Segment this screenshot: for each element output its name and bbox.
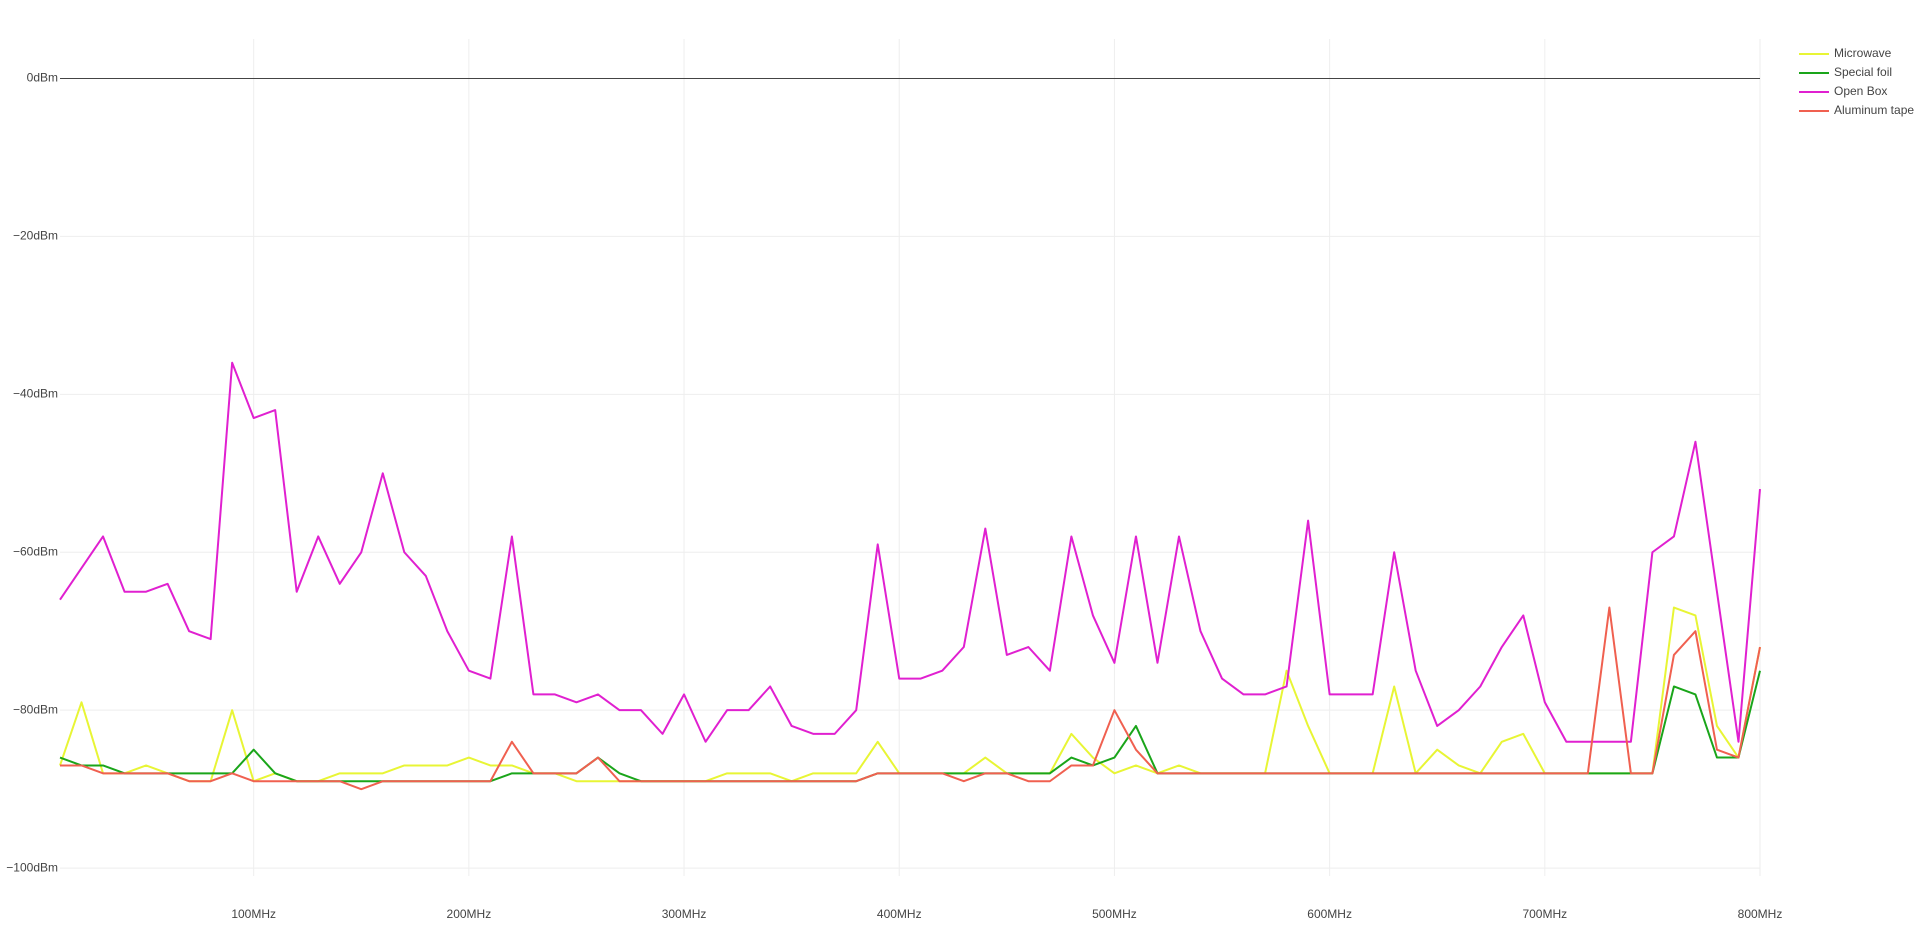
x-tick-label: 300MHz — [662, 907, 707, 921]
y-tick-label: 0dBm — [27, 71, 58, 85]
x-tick-label: 400MHz — [877, 907, 922, 921]
y-tick-label: −40dBm — [13, 387, 58, 401]
legend-label: Open Box — [1834, 84, 1887, 98]
series-line — [60, 606, 1761, 791]
series-line — [59, 361, 1761, 743]
series-line — [59, 670, 1761, 783]
x-tick-label: 700MHz — [1522, 907, 1567, 921]
legend-label: Special foil — [1834, 65, 1892, 79]
y-tick-label: −20dBm — [13, 229, 58, 243]
x-tick-label: 800MHz — [1738, 907, 1783, 921]
x-tick-label: 500MHz — [1092, 907, 1137, 921]
legend-label: Aluminum tape — [1834, 103, 1914, 117]
y-tick-label: −60dBm — [13, 544, 58, 558]
y-tick-label: −80dBm — [13, 702, 58, 716]
x-tick-label: 100MHz — [231, 907, 276, 921]
legend-label: Microwave — [1834, 46, 1892, 60]
series-line — [59, 606, 1761, 783]
x-tick-label: 600MHz — [1307, 907, 1352, 921]
x-tick-label: 200MHz — [447, 907, 492, 921]
y-tick-label: −100dBm — [6, 860, 58, 874]
